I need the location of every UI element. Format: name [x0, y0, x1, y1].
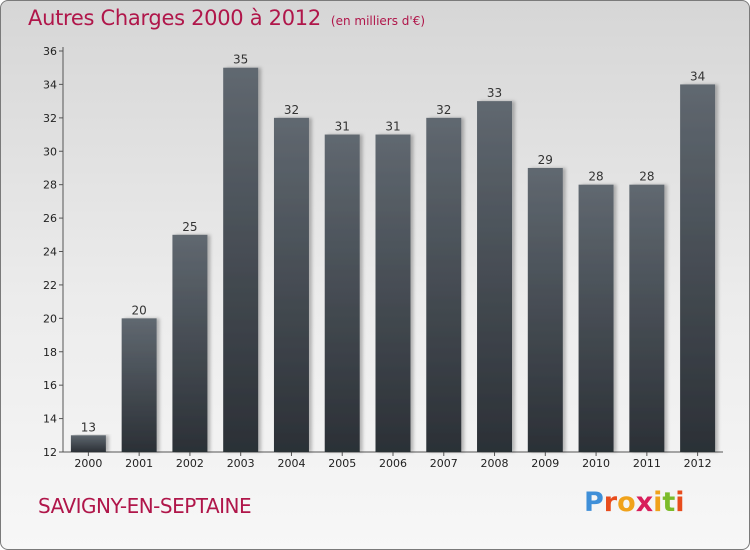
x-tick-label: 2009 [531, 457, 559, 470]
y-tick-label: 32 [43, 112, 57, 125]
chart-title-unit: (en milliers d'€) [330, 14, 426, 28]
data-label: 28 [639, 170, 654, 184]
logo-letter: r [603, 487, 618, 518]
bar [578, 184, 614, 452]
data-label: 33 [487, 86, 502, 100]
data-label: 35 [233, 53, 248, 67]
logo-letter: i [675, 487, 685, 518]
bar [680, 84, 716, 453]
y-tick-label: 20 [43, 312, 57, 325]
data-label: 25 [182, 220, 197, 234]
data-label: 32 [436, 103, 451, 117]
x-tick-label: 2010 [582, 457, 610, 470]
bar [527, 167, 563, 453]
x-tick-label: 2011 [633, 457, 661, 470]
x-tick-label: 2002 [176, 457, 204, 470]
data-label: 13 [81, 420, 96, 434]
logo-letter: i [653, 487, 663, 518]
bar [375, 134, 411, 452]
bar [172, 234, 208, 452]
bar [324, 134, 360, 452]
bars [70, 67, 716, 453]
bar [70, 435, 106, 452]
value-labels: 13 20 25 35 32 31 31 32 33 29 28 28 34 [81, 53, 706, 435]
bar [426, 117, 462, 452]
x-tick-label: 2005 [328, 457, 356, 470]
data-label: 32 [284, 103, 299, 117]
data-label: 31 [385, 120, 400, 134]
y-tick-label: 26 [43, 212, 57, 225]
y-tick-label: 28 [43, 179, 57, 192]
data-label: 29 [538, 153, 553, 167]
logo-letter: x [635, 487, 654, 518]
y-tick-label: 12 [43, 446, 57, 459]
x-tick-label: 2003 [227, 457, 255, 470]
x-tick-label: 2001 [125, 457, 153, 470]
y-tick-label: 34 [43, 78, 57, 91]
x-tick-label: 2004 [277, 457, 305, 470]
data-label: 28 [588, 170, 603, 184]
y-tick-label: 18 [43, 346, 57, 359]
bar [629, 184, 665, 452]
y-tick-label: 24 [43, 246, 57, 259]
proxiti-logo[interactable]: Proxiti [584, 487, 685, 518]
logo-letter: P [584, 487, 604, 518]
data-label: 20 [132, 303, 147, 317]
y-tick-label: 14 [43, 413, 57, 426]
y-axis: 12 14 16 18 20 22 24 26 28 30 32 34 36 [43, 45, 64, 459]
x-tick-label: 2012 [684, 457, 712, 470]
commune-name: SAVIGNY-EN-SEPTAINE [38, 494, 252, 518]
logo-letter: o [617, 487, 636, 518]
x-axis: 2000 2001 2002 2003 2004 2005 2006 2007 2008 2009… [63, 451, 723, 470]
data-label: 34 [690, 69, 705, 83]
chart-title: Autres Charges 2000 à 2012 (en milliers d… [28, 6, 425, 30]
x-tick-label: 2008 [481, 457, 509, 470]
y-tick-label: 30 [43, 145, 57, 158]
data-label: 31 [335, 120, 350, 134]
chart-title-main: Autres Charges 2000 à 2012 [28, 6, 321, 30]
x-tick-label: 2007 [430, 457, 458, 470]
x-tick-label: 2006 [379, 457, 407, 470]
bar [477, 101, 513, 452]
x-tick-label: 2000 [74, 457, 102, 470]
bar [273, 117, 309, 452]
logo-letter: t [662, 487, 676, 518]
y-tick-label: 22 [43, 279, 57, 292]
bar [223, 67, 259, 452]
y-tick-label: 16 [43, 379, 57, 392]
y-tick-label: 36 [43, 45, 57, 58]
bar [121, 318, 157, 452]
